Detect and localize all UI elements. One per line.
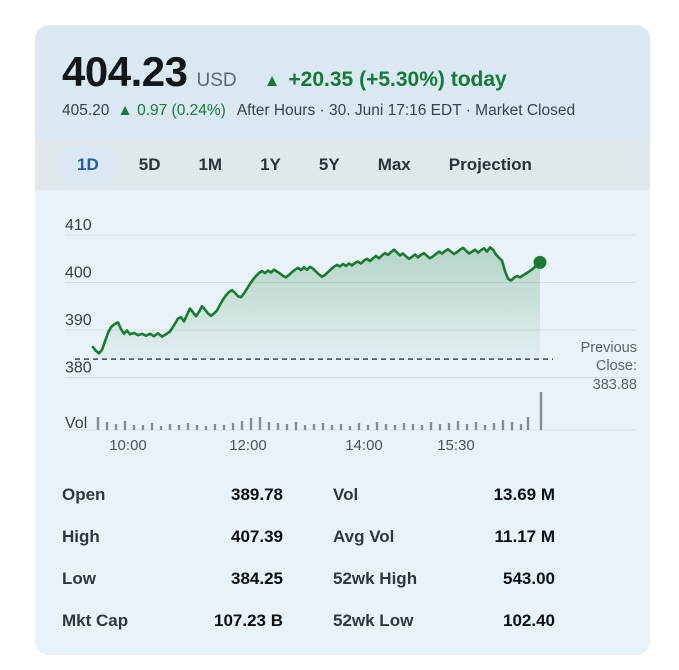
svg-text:12:00: 12:00: [229, 437, 267, 454]
tab-1y[interactable]: 1Y: [260, 155, 281, 174]
stat-value: 102.40: [503, 611, 555, 630]
x-axis-labels: 10:00 12:00 14:00 15:30: [109, 437, 475, 454]
up-arrow-icon: ▲: [263, 71, 281, 90]
volume-bars: [96, 392, 543, 430]
stat-row-mktcap: Mkt Cap 107.23 B: [62, 600, 283, 642]
stats-grid: Open 389.78 High 407.39 Low 384.25 Mkt Cap 1…: [62, 474, 650, 642]
stats-col-right: Vol 13.69 M Avg Vol 11.17 M 52wk High 543.0…: [333, 474, 555, 642]
daily-change-text: +20.35 (+5.30%) today: [288, 68, 507, 91]
y-axis-labels: 410 400 390 380: [65, 217, 92, 377]
svg-text:14:00: 14:00: [345, 437, 383, 454]
area-fill: [93, 247, 540, 360]
stat-row-52wk-high: 52wk High 543.00: [333, 558, 555, 600]
stat-row-avgvol: Avg Vol 11.17 M: [333, 516, 555, 558]
after-hours-price: 405.20: [62, 102, 110, 119]
market-status: After Hours · 30. Juni 17:16 EDT · Marke…: [236, 102, 576, 119]
price-line: [91, 246, 542, 355]
stat-label: Open: [62, 485, 106, 504]
tab-5d[interactable]: 5D: [138, 155, 161, 174]
tab-max[interactable]: Max: [377, 155, 411, 174]
range-tabs: 1D 5D 1M 1Y 5Y Max Projection: [35, 140, 650, 190]
current-price: 404.23: [62, 48, 188, 95]
stats-table: Open 389.78 High 407.39 Low 384.25 Mkt Cap 1…: [35, 460, 650, 655]
currency-label: USD: [196, 70, 237, 91]
svg-text:15:30: 15:30: [437, 437, 475, 454]
stat-label: 52wk Low: [333, 611, 414, 630]
price-row: 404.23 USD ▲ +20.35 (+5.30%) today: [62, 51, 630, 93]
stat-value: 389.78: [231, 485, 283, 504]
stat-label: Mkt Cap: [62, 611, 129, 630]
svg-text:Close:: Close:: [596, 358, 637, 374]
vol-axis-label: Vol: [65, 415, 87, 432]
svg-text:380: 380: [65, 360, 92, 377]
svg-text:Previous: Previous: [581, 340, 637, 356]
tab-1d[interactable]: 1D: [62, 145, 114, 185]
previous-close-label: Previous Close: 383.88: [581, 340, 637, 393]
tab-5y[interactable]: 5Y: [318, 155, 340, 174]
up-arrow-icon-small: ▲: [117, 102, 133, 119]
stat-value: 407.39: [231, 527, 283, 546]
stat-label: 52wk High: [333, 569, 418, 588]
stat-row-high: High 407.39: [62, 516, 283, 558]
svg-text:383.88: 383.88: [593, 377, 637, 393]
svg-text:400: 400: [65, 265, 92, 282]
price-chart[interactable]: 410 400 390 380 10:00 12:00 14:00 15:30 Vol Previ…: [35, 190, 650, 460]
stat-label: High: [62, 527, 100, 546]
stat-label: Vol: [333, 485, 359, 504]
stat-value: 13.69 M: [493, 485, 555, 504]
after-hours-row: 405.20 ▲ 0.97 (0.24%) After Hours · 30. …: [62, 102, 630, 120]
stat-value: 543.00: [503, 569, 555, 588]
stat-value: 11.17 M: [494, 527, 556, 546]
stat-row-52wk-low: 52wk Low 102.40: [333, 600, 555, 642]
last-price-dot: [533, 255, 547, 269]
stat-label: Avg Vol: [333, 527, 395, 546]
stat-row-open: Open 389.78: [62, 474, 283, 516]
quote-header: 404.23 USD ▲ +20.35 (+5.30%) today 405.2…: [35, 25, 650, 140]
chart-svg: 410 400 390 380 10:00 12:00 14:00 15:30 Vol Previ…: [65, 217, 637, 454]
svg-text:10:00: 10:00: [109, 437, 147, 454]
stats-col-left: Open 389.78 High 407.39 Low 384.25 Mkt Cap 1…: [62, 474, 283, 642]
stat-value: 107.23 B: [214, 611, 283, 630]
after-hours-change: ▲ 0.97 (0.24%): [117, 102, 226, 119]
stat-row-low: Low 384.25: [62, 558, 283, 600]
svg-text:Vol: Vol: [65, 415, 87, 432]
stock-quote-widget: 404.23 USD ▲ +20.35 (+5.30%) today 405.2…: [35, 25, 650, 655]
svg-text:390: 390: [65, 312, 92, 329]
tab-projection[interactable]: Projection: [448, 155, 532, 174]
stat-row-vol: Vol 13.69 M: [333, 474, 555, 516]
stat-value: 384.25: [231, 569, 283, 588]
stat-label: Low: [62, 569, 96, 588]
daily-change: ▲ +20.35 (+5.30%) today: [264, 68, 507, 92]
svg-text:410: 410: [65, 217, 92, 234]
tab-1m[interactable]: 1M: [198, 155, 223, 174]
